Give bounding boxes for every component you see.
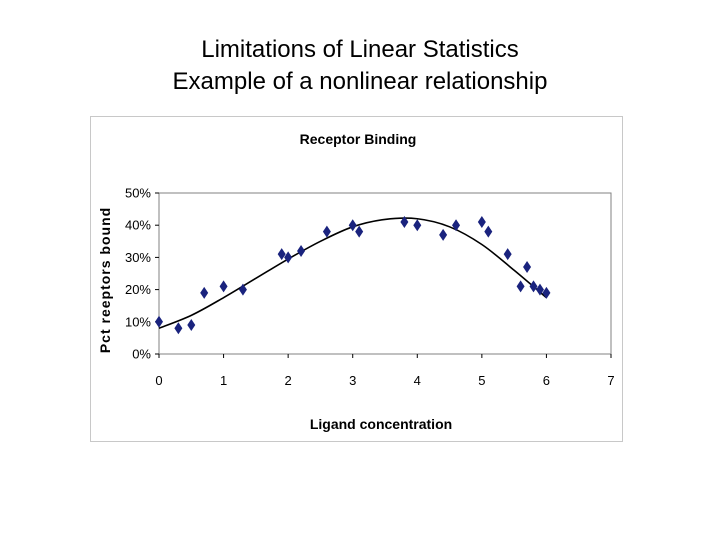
x-tick-label: 1 xyxy=(220,373,227,388)
data-point xyxy=(503,248,512,261)
data-point xyxy=(523,261,532,274)
slide-title-line-2: Example of a nonlinear relationship xyxy=(172,68,548,95)
x-axis-label: Ligand concentration xyxy=(310,416,452,432)
y-axis: 0% 10% 20% 30% 40% 50% xyxy=(125,186,159,362)
data-point xyxy=(238,283,247,296)
data-point xyxy=(219,280,228,293)
data-point xyxy=(400,215,409,228)
y-tick-label: 40% xyxy=(125,218,151,233)
data-point xyxy=(439,228,448,241)
chart-title: Receptor Binding xyxy=(300,131,417,147)
data-point xyxy=(200,286,209,299)
x-tick-label: 2 xyxy=(285,373,292,388)
data-point xyxy=(284,251,293,264)
data-point xyxy=(516,280,525,293)
data-points xyxy=(155,215,551,335)
data-point xyxy=(277,248,286,261)
x-tick-label: 4 xyxy=(414,373,421,388)
x-axis: 0 1 2 3 4 5 6 7 xyxy=(155,354,615,388)
y-tick-label: 10% xyxy=(125,314,151,329)
data-point xyxy=(187,319,196,332)
data-point xyxy=(477,215,486,228)
data-point xyxy=(542,286,551,299)
data-point xyxy=(452,219,461,232)
scatter-chart: Receptor Binding 0% 10% 20% 30% 40% 50% 0 1 2 3 4… xyxy=(97,131,615,432)
slide-title: Limitations of Linear Statistics Example… xyxy=(0,34,720,98)
x-tick-label: 7 xyxy=(607,373,614,388)
data-point xyxy=(484,225,493,238)
data-point xyxy=(174,322,183,335)
plot-area-border xyxy=(158,192,612,355)
y-axis-label: Pct reeptors bound xyxy=(97,207,113,353)
y-tick-label: 50% xyxy=(125,186,151,201)
data-point xyxy=(413,219,422,232)
data-point xyxy=(348,219,357,232)
x-tick-label: 6 xyxy=(543,373,550,388)
data-point xyxy=(155,315,163,328)
x-tick-label: 5 xyxy=(478,373,485,388)
data-point xyxy=(529,280,538,293)
chart-frame: Receptor Binding 0% 10% 20% 30% 40% 50% 0 1 2 3 4… xyxy=(90,116,623,442)
slide-title-line-1: Limitations of Linear Statistics xyxy=(201,36,519,63)
x-tick-label: 3 xyxy=(349,373,356,388)
y-tick-label: 0% xyxy=(132,347,151,362)
y-tick-label: 30% xyxy=(125,250,151,265)
data-point xyxy=(355,225,364,238)
data-point xyxy=(322,225,331,238)
data-point xyxy=(535,283,544,296)
y-tick-label: 20% xyxy=(125,282,151,297)
data-point xyxy=(297,244,306,257)
x-tick-label: 0 xyxy=(155,373,162,388)
